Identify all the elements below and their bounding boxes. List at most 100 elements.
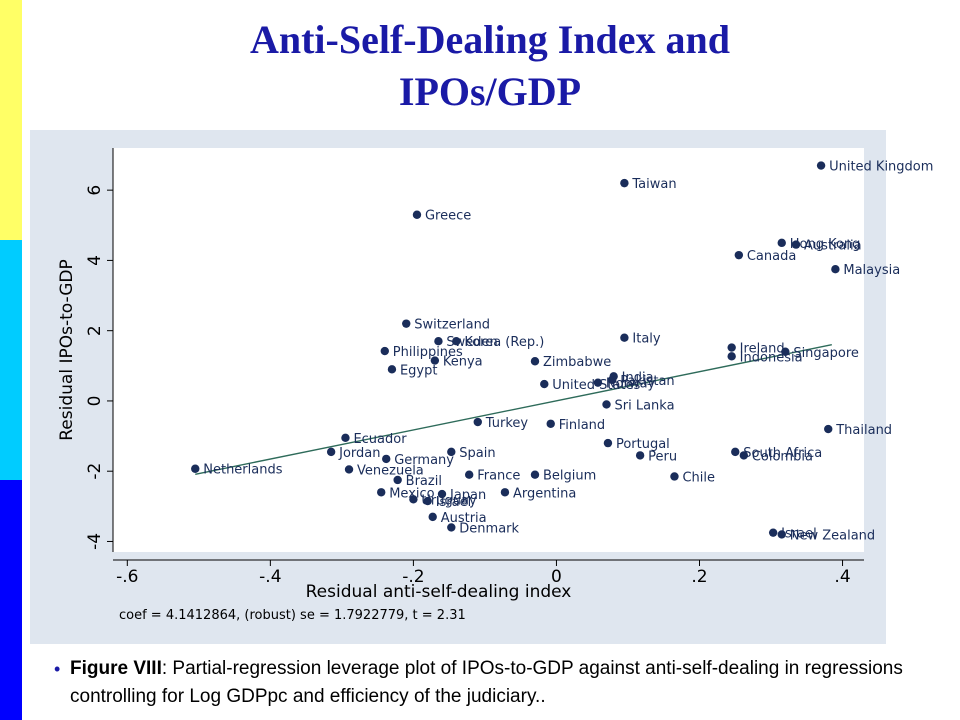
data-point bbox=[377, 488, 386, 497]
point-label: Colombia bbox=[752, 449, 813, 464]
data-point bbox=[635, 451, 645, 460]
bullet-icon: • bbox=[54, 659, 61, 679]
data-point bbox=[670, 472, 679, 481]
slide-title-line-2: IPOs/GDP bbox=[398, 69, 582, 114]
data-point bbox=[546, 419, 555, 428]
x-axis-label: Residual anti-self-dealing index bbox=[306, 582, 572, 602]
point-label: Malaysia bbox=[843, 263, 900, 278]
data-point bbox=[768, 528, 778, 537]
point-label: Jordan bbox=[338, 446, 380, 461]
point-label: Germany bbox=[394, 453, 454, 468]
point-label: Pakistan bbox=[620, 374, 674, 389]
point-label: Denmark bbox=[459, 521, 519, 536]
point-label: Belgium bbox=[543, 469, 596, 484]
point-label: Austria bbox=[441, 511, 487, 526]
data-point bbox=[452, 337, 461, 346]
point-label: Australia bbox=[804, 239, 862, 254]
cyan-side-stripe bbox=[0, 240, 22, 480]
point-label: Taiwan bbox=[631, 177, 676, 192]
plot-area bbox=[113, 148, 864, 552]
data-point bbox=[464, 470, 474, 479]
yellow-side-stripe bbox=[0, 0, 22, 240]
data-point bbox=[423, 496, 432, 506]
y-tick-label: 6 bbox=[85, 185, 105, 196]
data-point bbox=[602, 400, 611, 409]
data-point bbox=[530, 470, 540, 479]
point-label: New Zealand bbox=[790, 528, 875, 543]
data-point bbox=[428, 512, 437, 522]
point-label: Kenya bbox=[443, 355, 483, 370]
point-label: Egypt bbox=[400, 363, 438, 378]
point-label: Portugal bbox=[616, 437, 670, 452]
data-point bbox=[620, 178, 629, 188]
slide-title-line-1: Anti-Self-Dealing Index and bbox=[249, 17, 731, 62]
point-label: Brazil bbox=[406, 474, 442, 489]
x-tick-label: -.4 bbox=[259, 567, 281, 587]
x-tick-label: .2 bbox=[691, 567, 707, 587]
point-label: Israel bbox=[781, 527, 817, 542]
y-tick-label: 0 bbox=[85, 396, 105, 407]
point-label: Venezuela bbox=[357, 463, 424, 478]
data-point bbox=[831, 265, 840, 274]
x-tick-label: -.6 bbox=[116, 567, 138, 587]
regression-note: coef = 4.1412864, (robust) se = 1.792277… bbox=[119, 608, 466, 623]
point-label: Peru bbox=[648, 449, 677, 464]
data-point bbox=[434, 337, 443, 346]
y-tick-label: -4 bbox=[85, 533, 105, 550]
blue-side-stripe bbox=[0, 480, 22, 720]
data-point bbox=[727, 352, 736, 361]
point-label: South Africa bbox=[743, 446, 822, 461]
point-label: United Kingdom bbox=[829, 160, 933, 175]
data-point bbox=[739, 451, 749, 460]
point-label: India bbox=[622, 370, 654, 385]
point-label: Greece bbox=[425, 209, 471, 224]
point-label: Ireland bbox=[740, 342, 785, 357]
data-point bbox=[380, 346, 389, 356]
data-point bbox=[777, 238, 786, 248]
point-label: Chile bbox=[682, 470, 715, 485]
point-label: Zimbabwe bbox=[543, 355, 611, 370]
data-point bbox=[344, 465, 354, 474]
data-point bbox=[731, 447, 740, 457]
data-point bbox=[608, 375, 617, 385]
data-point bbox=[781, 347, 790, 356]
x-tick-label: 0 bbox=[551, 567, 562, 587]
data-point bbox=[824, 424, 833, 434]
point-label: Israel bbox=[436, 495, 472, 510]
data-point bbox=[447, 523, 456, 532]
point-label: Netherlands bbox=[203, 463, 282, 478]
data-point bbox=[734, 250, 744, 260]
data-point bbox=[620, 333, 629, 342]
point-label: Switzerland bbox=[414, 318, 490, 333]
data-point bbox=[430, 356, 440, 365]
fit-line bbox=[195, 344, 832, 476]
x-tick-label: -.2 bbox=[402, 567, 424, 587]
y-tick-label: 2 bbox=[85, 325, 105, 336]
x-tick-label: .4 bbox=[834, 567, 850, 587]
data-point bbox=[447, 447, 456, 457]
point-label: Korea (Rep.) bbox=[464, 335, 544, 350]
data-point bbox=[791, 240, 801, 249]
data-point bbox=[530, 357, 540, 366]
data-point bbox=[387, 365, 397, 374]
data-point bbox=[593, 378, 603, 387]
point-label: Philippines bbox=[393, 345, 463, 360]
point-label: Spain bbox=[459, 446, 495, 461]
data-point bbox=[402, 319, 411, 328]
point-label: Sri Lanka bbox=[615, 398, 675, 413]
caption-text: : Partial-regression leverage plot of IP… bbox=[70, 658, 903, 707]
point-label: France bbox=[477, 469, 520, 484]
point-label: Thailand bbox=[835, 423, 892, 438]
point-label: Hong Kong bbox=[790, 237, 861, 252]
point-label: Italy bbox=[632, 332, 661, 347]
data-point bbox=[341, 433, 350, 443]
data-point bbox=[603, 438, 613, 448]
point-label: Indonesia bbox=[740, 350, 803, 365]
y-tick-label: 4 bbox=[85, 255, 105, 266]
data-point bbox=[409, 495, 418, 504]
data-point bbox=[393, 475, 402, 485]
figure-caption: • Figure VIII: Partial-regression levera… bbox=[54, 655, 950, 711]
data-point bbox=[500, 488, 510, 497]
point-label: Argentina bbox=[513, 486, 576, 501]
